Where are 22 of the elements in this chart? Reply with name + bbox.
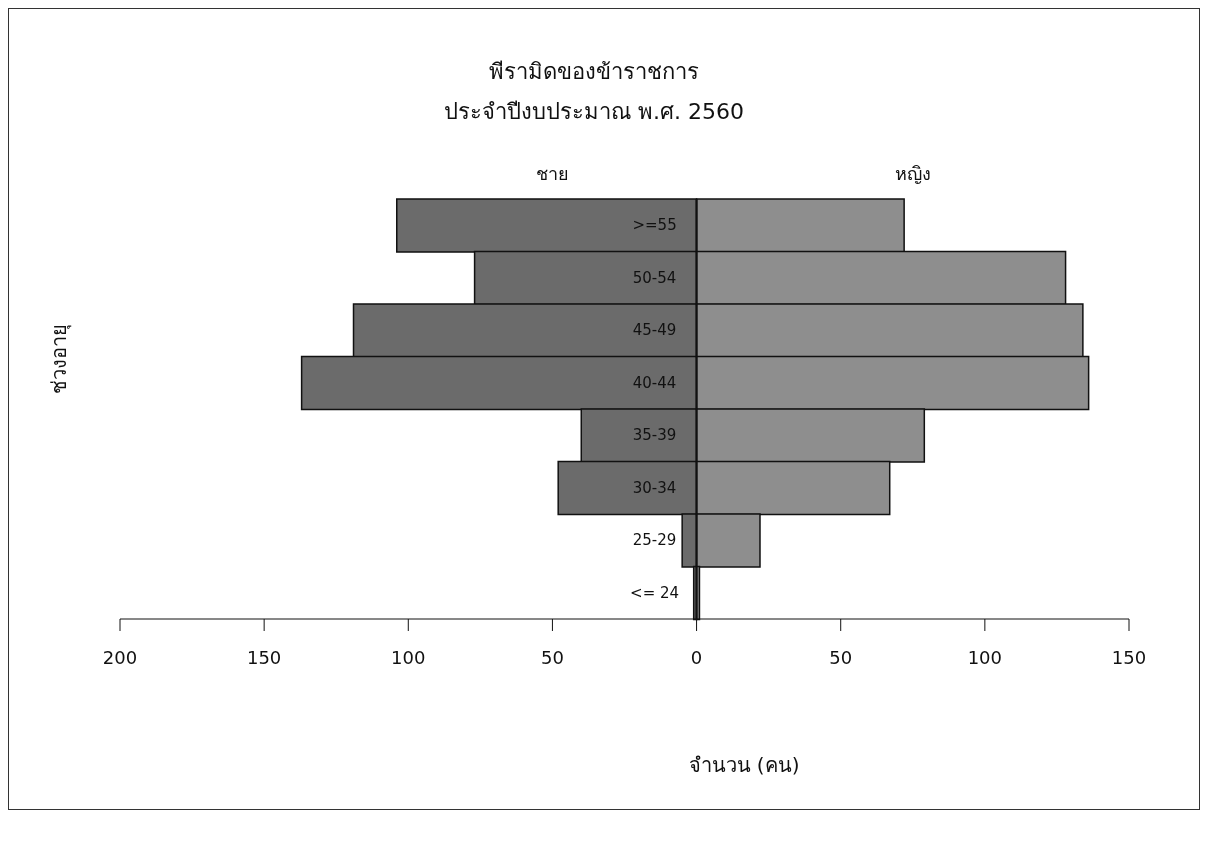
chart-title: พีรามิดของข้าราชการ <box>488 58 700 86</box>
y-tick-label: 50-54 <box>632 268 677 287</box>
y-axis-title: ช่วงอายุ <box>46 324 73 394</box>
x-tick-label: 50 <box>829 646 853 668</box>
y-tick-label: 45-49 <box>632 321 677 340</box>
x-tick-label: 150 <box>246 646 282 668</box>
y-tick-label: 40-44 <box>632 373 677 392</box>
x-tick-label: 200 <box>102 646 138 668</box>
x-tick-label: 50 <box>540 646 564 668</box>
y-tick-label: 25-29 <box>632 531 677 550</box>
series-label: ชาย <box>534 162 570 186</box>
series-label: หญิง <box>893 162 932 186</box>
y-tick-label: 30-34 <box>632 478 677 497</box>
x-tick-label: 100 <box>391 646 426 668</box>
y-tick-label: <= 24 <box>630 583 680 602</box>
x-tick-label: 150 <box>1111 646 1147 668</box>
x-axis-title: จำนวน (คน) <box>687 752 801 779</box>
chart-subtitle: ประจำปีงบประมาณ พ.ศ. 2560 <box>443 98 745 126</box>
y-tick-label: 35-39 <box>632 426 677 445</box>
x-tick-label: 0 <box>690 646 703 668</box>
y-tick-label: >=55 <box>632 216 677 235</box>
x-tick-label: 100 <box>967 646 1003 668</box>
